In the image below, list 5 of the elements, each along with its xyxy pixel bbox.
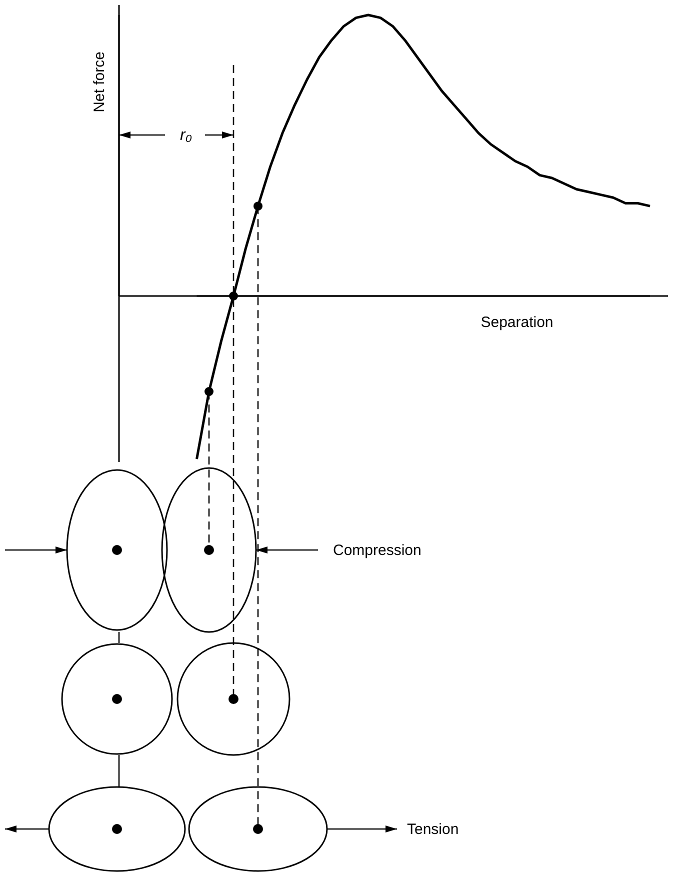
x-axis-title: Separation <box>480 314 554 331</box>
text: r₀ <box>180 127 192 144</box>
text: Compression <box>333 542 422 559</box>
text: Tension <box>407 821 459 838</box>
text: Net force <box>91 52 108 112</box>
